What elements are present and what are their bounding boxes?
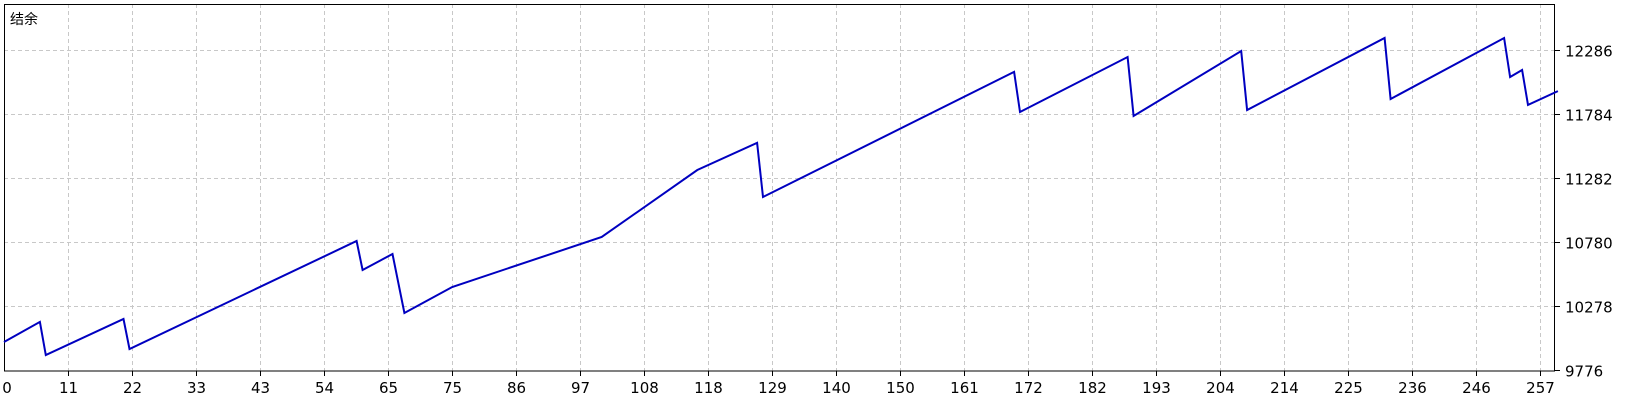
x-tick-label: 97 [571, 379, 590, 397]
x-tick-label: 236 [1398, 379, 1427, 397]
x-tick-label: 75 [443, 379, 462, 397]
x-tick-label: 193 [1142, 379, 1171, 397]
x-axis: 0 11 22 33 43 54 65 75 86 97 108 118 129 140 150 161 172… [2, 371, 1555, 397]
y-tick-label: 9776 [1565, 363, 1603, 381]
x-tick-label: 129 [758, 379, 787, 397]
y-tick-label: 12286 [1565, 43, 1613, 61]
x-tick-label: 182 [1078, 379, 1107, 397]
x-tick-label: 246 [1462, 379, 1491, 397]
grid [4, 4, 1555, 371]
x-tick-label: 225 [1334, 379, 1363, 397]
x-tick-label: 161 [950, 379, 979, 397]
x-tick-label: 172 [1014, 379, 1043, 397]
chart-title: 结余 [10, 11, 38, 28]
x-tick-label: 65 [379, 379, 398, 397]
y-tick-label: 11784 [1565, 107, 1613, 125]
x-tick-label: 140 [822, 379, 851, 397]
series-line-group [3, 36, 1559, 357]
x-tick-label: 118 [694, 379, 723, 397]
x-tick-label: 214 [1270, 379, 1299, 397]
balance-series-line [3, 36, 1559, 357]
x-tick-label: 43 [251, 379, 270, 397]
x-tick-label: 0 [2, 379, 12, 397]
y-tick-label: 11282 [1565, 171, 1613, 189]
x-tick-label: 86 [507, 379, 526, 397]
x-tick-label: 22 [123, 379, 142, 397]
x-tick-label: 11 [59, 379, 78, 397]
x-tick-label: 150 [886, 379, 915, 397]
x-tick-label: 257 [1526, 379, 1555, 397]
x-tick-label: 33 [187, 379, 206, 397]
x-tick-label: 108 [630, 379, 659, 397]
y-tick-label: 10780 [1565, 235, 1613, 253]
y-tick-label: 10278 [1565, 299, 1613, 317]
x-tick-label: 204 [1206, 379, 1235, 397]
plot-frame [4, 4, 1555, 372]
y-axis: 12286 11784 11282 10780 10278 9776 [1555, 43, 1613, 381]
x-tick-label: 54 [315, 379, 334, 397]
